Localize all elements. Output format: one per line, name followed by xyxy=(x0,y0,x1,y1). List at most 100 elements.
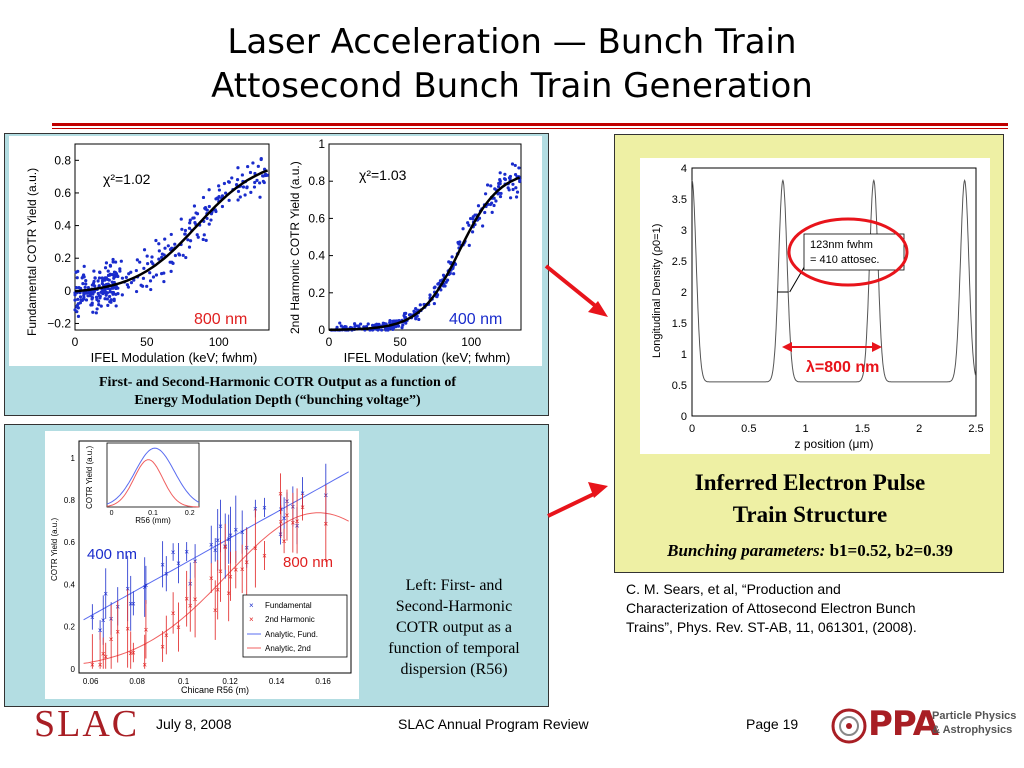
fundamental-point: × xyxy=(228,531,233,540)
plot1-point xyxy=(111,290,116,295)
plot1-point xyxy=(140,284,145,288)
plot2-point xyxy=(445,278,450,282)
density-ylabel: Longitudinal Density (ρ0=1) xyxy=(651,224,663,358)
plot1-point xyxy=(106,269,110,273)
plot1-point xyxy=(204,238,208,242)
chicane-xtick: 0.06 xyxy=(83,677,99,686)
harmonic-point: × xyxy=(125,624,130,633)
ppa-line2: & Astrophysics xyxy=(932,724,1013,736)
plot1-point xyxy=(78,295,83,299)
plot2-point xyxy=(435,293,440,297)
density-curve xyxy=(691,178,976,383)
plot1-point xyxy=(103,297,107,301)
plot1-point xyxy=(90,297,94,301)
plot2-point xyxy=(447,260,451,264)
plot1-point xyxy=(98,270,102,274)
plot1-point xyxy=(241,185,246,189)
plot1-point xyxy=(188,239,193,243)
plot1-point xyxy=(148,271,152,275)
label-800nm: 800 nm xyxy=(283,554,333,571)
plot2-point xyxy=(375,323,379,327)
plot1-point xyxy=(125,283,129,287)
plot1-point xyxy=(207,188,211,192)
fundamental-point: × xyxy=(101,616,106,625)
plot1-point xyxy=(170,260,174,264)
plot2-point xyxy=(498,194,503,199)
plot1-point xyxy=(138,260,142,264)
plot1-y-ticks: 0.8 0.6 0.4 0.2 0 −0.2 xyxy=(47,153,79,330)
plot2-point xyxy=(502,177,507,181)
plot1-point xyxy=(259,157,263,162)
density-y-ticks: 4 3.5 3 2.5 2 1.5 1 0.5 0 xyxy=(672,163,687,423)
plot1-point xyxy=(235,178,240,182)
plot1-point xyxy=(201,237,205,242)
plot1-point xyxy=(220,194,225,198)
plot1-point xyxy=(92,279,96,284)
harmonic-point: × xyxy=(171,609,176,618)
plot2-point xyxy=(436,282,440,286)
plot2-ytick: 0 xyxy=(318,323,325,337)
harmonic-point: × xyxy=(226,589,231,598)
plot1-xlabel: IFEL Modulation (keV; fwhm) xyxy=(91,350,258,365)
harmonic-point: × xyxy=(218,567,223,576)
density-axes xyxy=(691,167,977,417)
plot1-point xyxy=(113,273,117,278)
annotation-line1: 123nm fwhm xyxy=(810,239,873,251)
wavelength-double-arrow xyxy=(782,342,882,352)
reference-line3: Trains”, Phys. Rev. ST-AB, 11, 061301, (… xyxy=(626,619,917,635)
plot2-point xyxy=(468,216,473,221)
plot1-point xyxy=(84,279,88,283)
plot1-point xyxy=(99,304,103,308)
harmonic-point: × xyxy=(115,628,120,637)
top-left-caption-line1: First- and Second-Harmonic COTR Output a… xyxy=(98,375,457,390)
chicane-xlabel: Chicane R56 (m) xyxy=(181,685,249,695)
density-xtick: 0 xyxy=(689,423,695,435)
plot1-point xyxy=(141,276,146,280)
plot1-point xyxy=(114,304,118,308)
plot2-point xyxy=(493,187,497,191)
plot2-point xyxy=(412,309,416,313)
plot1-point xyxy=(81,297,86,301)
density-xtick: 1 xyxy=(803,423,809,435)
plot2-point xyxy=(456,240,460,245)
plot2-xtick: 50 xyxy=(393,335,407,349)
plot1-point xyxy=(75,305,79,309)
plot1-point xyxy=(160,255,164,259)
plot1-point xyxy=(91,310,95,314)
plot1-point xyxy=(105,297,109,301)
harmonic-point: × xyxy=(193,595,198,604)
fundamental-point: × xyxy=(131,599,136,608)
plot1-point xyxy=(166,244,170,248)
plot1-point xyxy=(96,291,100,296)
density-xlabel: z position (μm) xyxy=(795,437,874,451)
chicane-y-ticks: 1 0.8 0.6 0.4 0.2 0 xyxy=(64,454,76,674)
plot1-point xyxy=(246,164,250,169)
fundamental-point: × xyxy=(90,613,95,622)
fundamental-point: × xyxy=(125,584,130,593)
plot1-point xyxy=(98,296,102,300)
chicane-ytick: 0.8 xyxy=(64,496,76,505)
fundamental-point: × xyxy=(128,599,133,608)
plot1-point xyxy=(86,285,90,290)
plot1-point xyxy=(162,279,166,284)
fundamental-point: × xyxy=(240,528,245,537)
plot1-point xyxy=(149,287,153,292)
plot1-point xyxy=(120,276,125,280)
reference-line2: Characterization of Attosecond Electron … xyxy=(626,600,916,616)
harmonic-point: × xyxy=(278,490,283,499)
plot2-point xyxy=(452,272,456,276)
plot2-point xyxy=(497,181,501,186)
top-left-caption: First- and Second-Harmonic COTR Output a… xyxy=(5,374,550,410)
plot1-point xyxy=(217,184,221,188)
plot2-point xyxy=(490,210,494,214)
plot1-point xyxy=(111,257,115,262)
plot1-point xyxy=(108,290,112,294)
inset-xtick: 0.2 xyxy=(185,510,195,517)
inset-x-ticks: 0 0.1 0.2 xyxy=(110,510,195,517)
fundamental-point: × xyxy=(142,583,147,592)
plot1-point xyxy=(224,191,228,195)
plot2-ytick: 0.4 xyxy=(308,249,325,263)
plot1-point xyxy=(96,299,101,303)
plot1-point xyxy=(203,205,208,210)
harmonic-point: × xyxy=(300,503,305,512)
